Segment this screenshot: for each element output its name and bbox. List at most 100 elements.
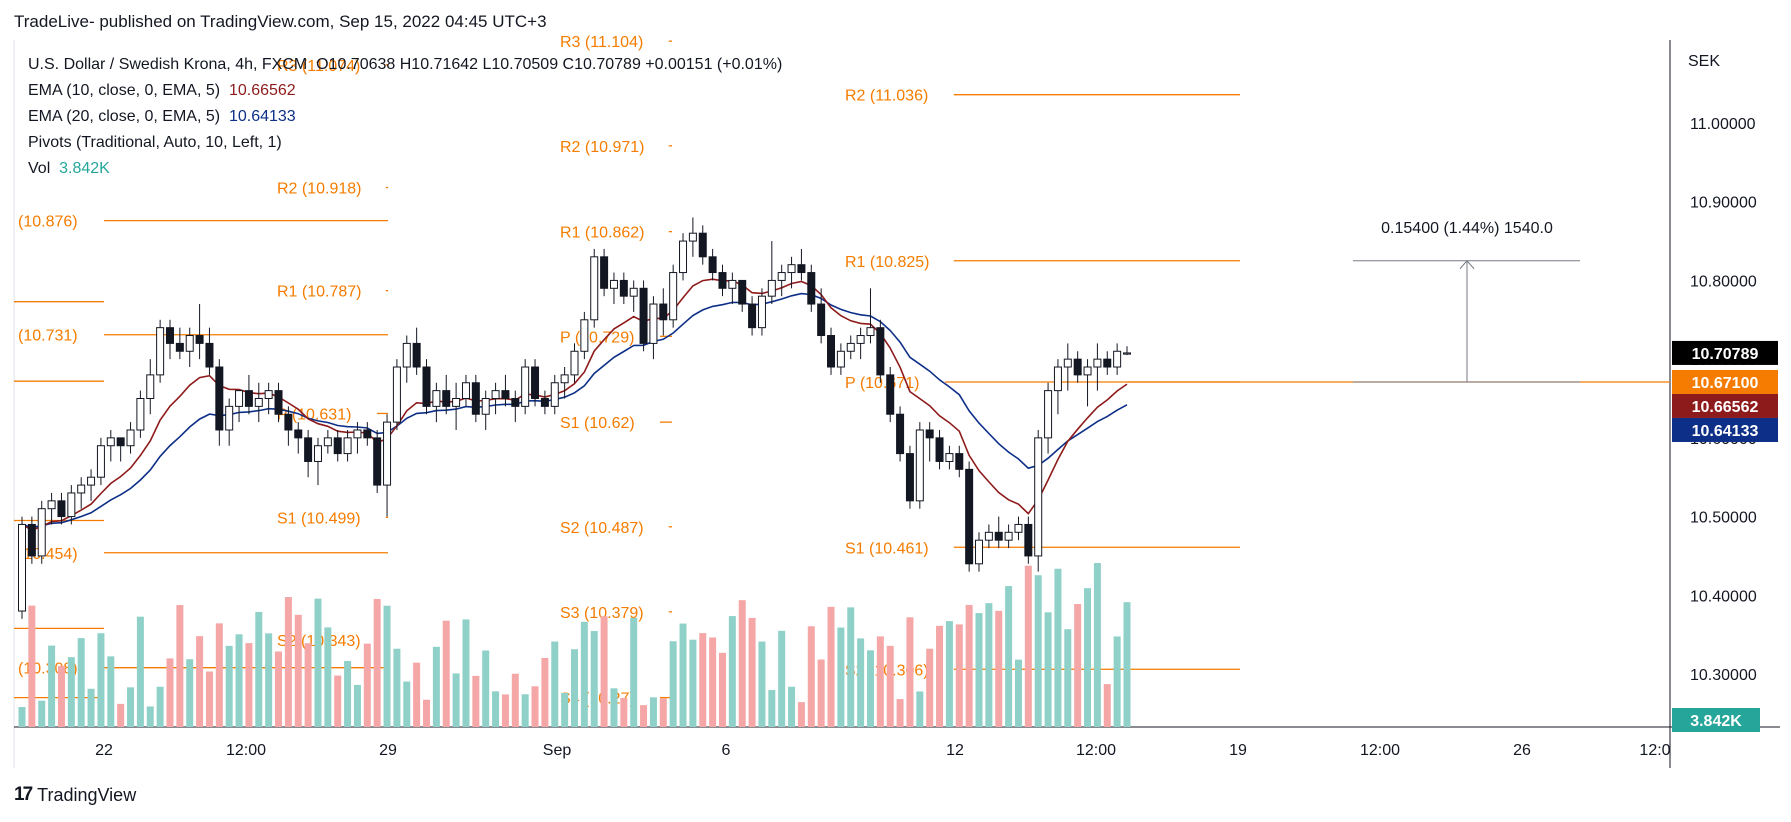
legend-symbol-row[interactable]: U.S. Dollar / Swedish Krona, 4h, FXCM O1… xyxy=(28,52,782,78)
volume-bar xyxy=(304,643,312,727)
legend-pivots-row[interactable]: Pivots (Traditional, Auto, 10, Left, 1) xyxy=(28,130,782,156)
candle-body xyxy=(886,374,895,415)
candle-body xyxy=(511,398,520,407)
volume-bar xyxy=(886,645,894,727)
volume-bar xyxy=(975,613,983,727)
volume-bar xyxy=(689,639,697,727)
candle-body xyxy=(175,342,184,352)
pivot-label: S3 (10.379) xyxy=(560,605,644,622)
x-tick-label: 12:00 xyxy=(226,742,266,759)
candle-body xyxy=(442,390,451,407)
candle-body xyxy=(126,429,135,447)
pivot-label: P (10.729) xyxy=(560,329,634,346)
candle-body xyxy=(757,295,766,329)
volume-bar xyxy=(255,611,263,727)
candle-body xyxy=(471,382,480,415)
candle-body xyxy=(373,437,382,486)
volume-bar xyxy=(580,621,588,727)
volume-bar xyxy=(67,657,75,727)
volume-bar xyxy=(501,694,509,727)
volume-bar xyxy=(1113,636,1121,727)
volume-bar xyxy=(117,703,125,727)
pivot-label: R1 (10.862) xyxy=(560,225,645,242)
volume-bar xyxy=(77,638,85,727)
volume-bar xyxy=(955,624,963,727)
volume-bar xyxy=(127,687,135,727)
candle-body xyxy=(1123,352,1131,355)
candle-body xyxy=(1053,366,1062,392)
candle-body xyxy=(965,468,974,565)
pivot-label: R3 (11.074) xyxy=(277,58,360,75)
y-tick-label: 11.00000 xyxy=(1690,116,1756,133)
price-tag-bg xyxy=(1672,340,1778,365)
candle-body xyxy=(728,279,737,289)
candle-body xyxy=(540,398,549,407)
volume-bar xyxy=(936,625,944,727)
volume-bar xyxy=(136,616,144,727)
candle-body xyxy=(205,342,214,368)
candle-body xyxy=(1014,523,1023,533)
x-tick-label: 12:00 xyxy=(1360,742,1400,759)
candle-body xyxy=(106,437,115,447)
x-tick-label: 12:0 xyxy=(1639,742,1670,759)
ema20-line xyxy=(21,292,1128,529)
volume-bar xyxy=(363,643,371,727)
candle-body xyxy=(156,327,165,376)
volume-bar xyxy=(600,616,608,727)
volume-bar xyxy=(176,605,184,727)
volume-bar xyxy=(156,686,164,727)
candle-body xyxy=(629,287,638,297)
candle-body xyxy=(1093,358,1102,368)
volume-bar xyxy=(620,697,628,727)
volume-bar xyxy=(906,617,914,727)
pivot-label: S2 (10.487) xyxy=(560,520,644,537)
symbol-name: U.S. Dollar / Swedish Krona, 4h, FXCM xyxy=(28,56,308,73)
candle-body xyxy=(866,327,875,337)
volume-bar xyxy=(649,697,657,727)
candle-body xyxy=(649,303,658,344)
ema10-line xyxy=(21,278,1128,532)
volume-bar xyxy=(393,648,401,727)
candle-body xyxy=(767,279,776,297)
footer-branding[interactable]: 17 TradingView xyxy=(14,784,136,806)
volume-bar xyxy=(590,631,598,727)
candle-body xyxy=(461,382,470,399)
candle-body xyxy=(501,390,510,399)
volume-bar xyxy=(916,691,924,727)
volume-bar xyxy=(837,627,845,727)
candle-body xyxy=(96,445,105,478)
candle-body xyxy=(550,382,559,407)
volume-bar xyxy=(531,686,539,727)
pivot-label: P (10.671) xyxy=(845,375,919,392)
candle-body xyxy=(688,232,697,242)
volume-bar xyxy=(324,627,332,727)
legend-ema10-row[interactable]: EMA (10, close, 0, EMA, 5) 10.66562 xyxy=(28,78,782,104)
pivot-label: (10.876) xyxy=(18,214,78,231)
x-tick-label: 12:00 xyxy=(1076,742,1116,759)
candle-body xyxy=(491,390,500,399)
candle-body xyxy=(225,405,234,431)
volume-bar xyxy=(423,699,431,727)
measure-label: 0.15400 (1.44%) 1540.0 xyxy=(1381,220,1553,237)
volume-bar xyxy=(1034,575,1042,727)
legend-vol-row[interactable]: Vol 3.842K xyxy=(28,156,782,182)
pivot-label: S1 (10.499) xyxy=(277,510,361,527)
candle-body xyxy=(274,390,283,415)
candle-body xyxy=(797,264,806,274)
volume-bar xyxy=(896,699,904,727)
candle-body xyxy=(1103,358,1112,368)
candle-body xyxy=(945,453,954,462)
volume-bar xyxy=(314,598,322,727)
legend-ema20-row[interactable]: EMA (20, close, 0, EMA, 5) 10.64133 xyxy=(28,104,782,130)
volume-bar xyxy=(669,641,677,727)
volume-bar xyxy=(718,652,726,727)
volume-bar xyxy=(87,688,95,727)
x-tick-label: 29 xyxy=(379,742,397,759)
candle-body xyxy=(67,492,76,518)
candle-body xyxy=(738,279,747,305)
volume-bar xyxy=(482,650,490,727)
candle-body xyxy=(984,531,993,541)
candle-body xyxy=(955,453,964,470)
publish-caption: TradeLive- published on TradingView.com,… xyxy=(14,12,547,31)
